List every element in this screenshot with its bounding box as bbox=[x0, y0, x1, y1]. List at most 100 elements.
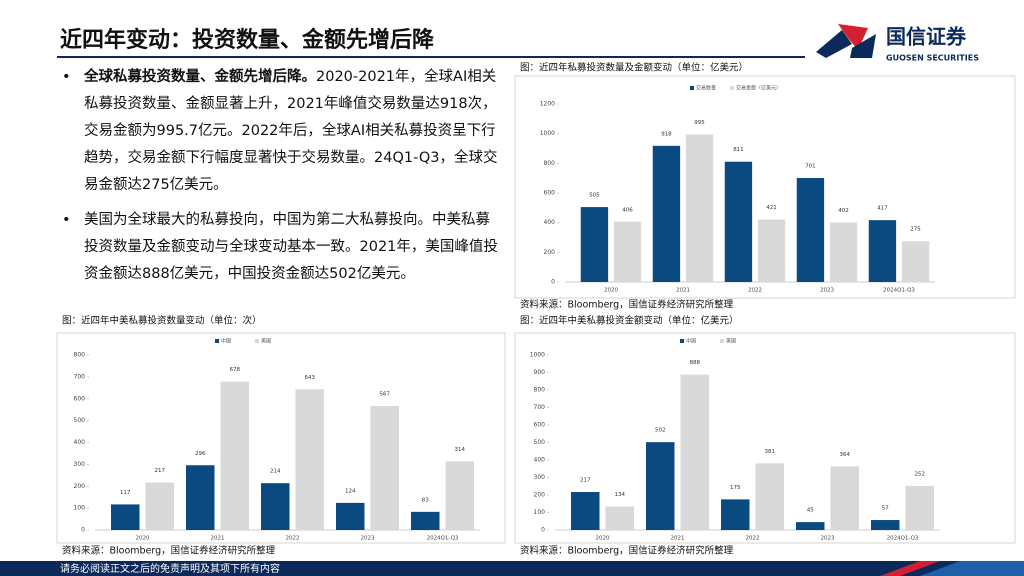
bar bbox=[186, 465, 215, 530]
y-tick-label: 0 bbox=[551, 279, 555, 286]
y-tick-label: 800 bbox=[544, 160, 556, 167]
legend-label: 交易金额（亿美元） bbox=[736, 85, 781, 92]
bar bbox=[571, 492, 600, 530]
y-tick-label: 100 bbox=[74, 505, 86, 512]
bar bbox=[796, 178, 825, 282]
y-tick-label: 300 bbox=[74, 461, 86, 468]
bar bbox=[755, 463, 784, 530]
bar bbox=[605, 506, 634, 530]
data-label: 275 bbox=[910, 227, 921, 233]
slide-title: 近四年变动：投资数量、金额先增后降 bbox=[60, 28, 435, 53]
bullet-text: 2020-2021年，全球AI相关私募投资数量、金额显著上升，2021年峰值交易… bbox=[84, 69, 498, 193]
logo-cn: 国信证券 bbox=[886, 25, 967, 49]
bar bbox=[830, 466, 859, 530]
logo-en: GUOSEN SECURITIES bbox=[886, 54, 979, 63]
x-tick-label: 2020 bbox=[596, 536, 610, 542]
bar bbox=[646, 442, 675, 530]
chart-source: 资料来源：Bloomberg，国信证券经济研究所整理 bbox=[62, 545, 276, 557]
legend-swatch bbox=[730, 86, 734, 90]
y-tick-label: 1000 bbox=[530, 352, 545, 359]
x-tick-label: 2022 bbox=[286, 536, 300, 542]
bar bbox=[652, 145, 681, 282]
data-label: 124 bbox=[345, 488, 356, 494]
legend-label: 美国 bbox=[261, 338, 271, 345]
x-tick-label: 2021 bbox=[671, 536, 685, 542]
chart-caption: 图：近四年中美私募投资金额变动（单位：亿美元） bbox=[520, 315, 739, 327]
data-label: 296 bbox=[195, 451, 206, 457]
bar bbox=[261, 483, 290, 530]
bullet: 美国为全球最大的私募投向，中国为第二大私募投向。中美私募投资数量及金额变动与全球… bbox=[60, 207, 500, 288]
y-tick-label: 600 bbox=[74, 395, 86, 402]
data-label: 918 bbox=[661, 131, 672, 137]
data-label: 643 bbox=[305, 375, 316, 381]
x-tick-label: 2024Q1-Q3 bbox=[427, 536, 459, 542]
footer-stripe bbox=[920, 561, 1024, 576]
chart-caption: 图：近四年中美私募投资数量变动（单位：次） bbox=[62, 315, 262, 327]
bar bbox=[721, 499, 750, 530]
chart-frame bbox=[514, 75, 1016, 299]
data-label: 83 bbox=[422, 497, 429, 503]
data-label: 567 bbox=[380, 391, 391, 397]
data-label: 406 bbox=[622, 207, 633, 213]
legend-swatch bbox=[255, 339, 259, 343]
bar bbox=[901, 241, 930, 282]
bar bbox=[868, 220, 897, 282]
bar bbox=[411, 511, 440, 530]
bar bbox=[757, 219, 786, 282]
data-label: 217 bbox=[580, 478, 591, 484]
data-label: 888 bbox=[690, 360, 701, 366]
data-label: 214 bbox=[270, 469, 281, 475]
data-label: 175 bbox=[730, 485, 741, 491]
bar bbox=[295, 389, 324, 530]
y-tick-label: 600 bbox=[534, 422, 546, 429]
bar bbox=[796, 522, 825, 530]
chart-source: 资料来源：Bloomberg，国信证券经济研究所整理 bbox=[520, 545, 734, 557]
y-tick-label: 600 bbox=[544, 190, 556, 197]
x-tick-label: 2020 bbox=[136, 536, 150, 542]
logo-icon bbox=[816, 24, 876, 58]
legend-swatch bbox=[215, 339, 219, 343]
chart-frame bbox=[56, 332, 506, 544]
x-tick-label: 2024Q1-Q3 bbox=[883, 288, 915, 294]
x-tick-label: 2024Q1-Q3 bbox=[887, 536, 919, 542]
x-tick-label: 2022 bbox=[748, 288, 762, 294]
y-tick-label: 100 bbox=[534, 509, 546, 516]
data-label: 678 bbox=[230, 367, 241, 373]
footer-bar bbox=[0, 561, 1024, 576]
bar bbox=[829, 222, 858, 282]
bar bbox=[370, 405, 399, 530]
y-tick-label: 400 bbox=[544, 219, 556, 226]
bullet-lead: 全球私募投资数量、金额先增后降。 bbox=[84, 69, 316, 85]
legend-label: 交易数量 bbox=[696, 85, 716, 92]
data-label: 417 bbox=[877, 206, 888, 212]
y-tick-label: 700 bbox=[534, 404, 546, 411]
x-tick-label: 2023 bbox=[361, 536, 375, 542]
y-tick-label: 500 bbox=[534, 439, 546, 446]
data-label: 45 bbox=[807, 508, 814, 514]
data-label: 364 bbox=[840, 452, 851, 458]
bar bbox=[111, 504, 140, 530]
chart-caption: 图：近四年私募投资数量及金额变动（单位：亿美元） bbox=[520, 62, 748, 74]
data-label: 505 bbox=[589, 193, 600, 199]
chart-source: 资料来源：Bloomberg，国信证券经济研究所整理 bbox=[520, 299, 734, 311]
bullet: 全球私募投资数量、金额先增后降。2020-2021年，全球AI相关私募投资数量、… bbox=[60, 64, 500, 199]
bar bbox=[680, 374, 709, 530]
legend-swatch bbox=[680, 339, 684, 343]
legend-label: 中国 bbox=[686, 338, 696, 345]
x-tick-label: 2023 bbox=[820, 288, 834, 294]
x-tick-label: 2022 bbox=[746, 536, 760, 542]
y-tick-label: 400 bbox=[74, 439, 86, 446]
y-tick-label: 800 bbox=[74, 352, 86, 359]
legend-label: 中国 bbox=[221, 338, 231, 345]
bar bbox=[871, 520, 900, 530]
bar bbox=[336, 502, 365, 530]
data-label: 421 bbox=[766, 205, 777, 211]
y-tick-label: 0 bbox=[81, 527, 85, 534]
bar bbox=[145, 482, 174, 530]
y-tick-label: 300 bbox=[534, 474, 546, 481]
y-tick-label: 200 bbox=[534, 492, 546, 499]
footer-text: 请务必阅读正文之后的免责声明及其项下所有内容 bbox=[60, 562, 280, 575]
legend-swatch bbox=[690, 86, 694, 90]
